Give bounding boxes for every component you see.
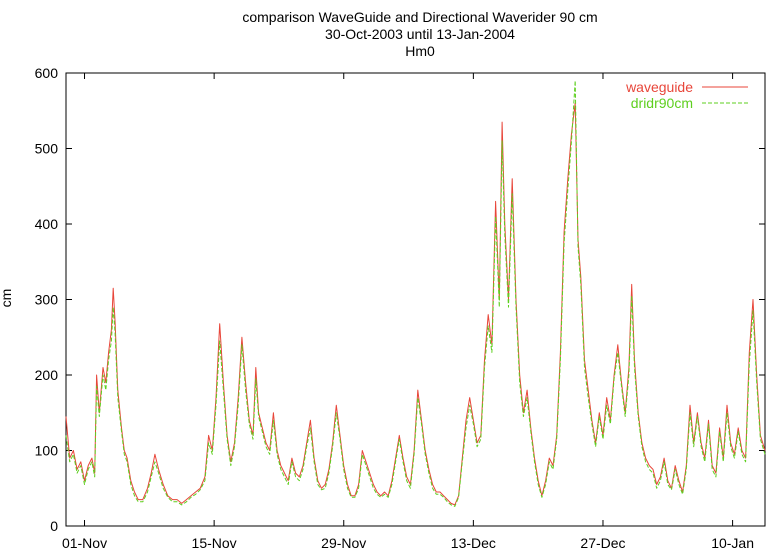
legend-label-waveguide: waveguide — [625, 79, 693, 95]
y-tick-label: 200 — [35, 367, 59, 383]
series-line-waveguide — [65, 102, 766, 506]
chart-subtitle-metric: Hm0 — [405, 43, 435, 59]
y-axis: 0 100 200 300 400 500 600 — [35, 65, 765, 534]
y-tick-label: 400 — [35, 216, 59, 232]
series-layer — [65, 80, 766, 507]
legend: waveguide dridr90cm — [625, 79, 748, 111]
x-tick-label: 01-Nov — [62, 535, 107, 551]
chart-title: comparison WaveGuide and Directional Wav… — [242, 9, 597, 25]
series-line-dridr90cm — [65, 80, 766, 507]
x-tick-label: 29-Nov — [321, 535, 366, 551]
x-tick-label: 27-Dec — [580, 535, 625, 551]
x-tick-label: 13-Dec — [451, 535, 496, 551]
x-tick-label: 10-Jan — [711, 535, 754, 551]
y-tick-label: 600 — [35, 65, 59, 81]
legend-label-dridr90cm: dridr90cm — [631, 95, 693, 111]
y-axis-label: cm — [0, 289, 14, 308]
x-tick-label: 15-Nov — [192, 535, 237, 551]
y-tick-label: 500 — [35, 141, 59, 157]
y-tick-label: 0 — [50, 518, 58, 534]
x-axis: 01-Nov 15-Nov 29-Nov 13-Dec 27-Dec 10-Jan — [62, 73, 754, 551]
plot-frame — [65, 72, 766, 527]
y-tick-label: 300 — [35, 292, 59, 308]
y-tick-label: 100 — [35, 443, 59, 459]
chart-subtitle: 30-Oct-2003 until 13-Jan-2004 — [325, 26, 515, 42]
